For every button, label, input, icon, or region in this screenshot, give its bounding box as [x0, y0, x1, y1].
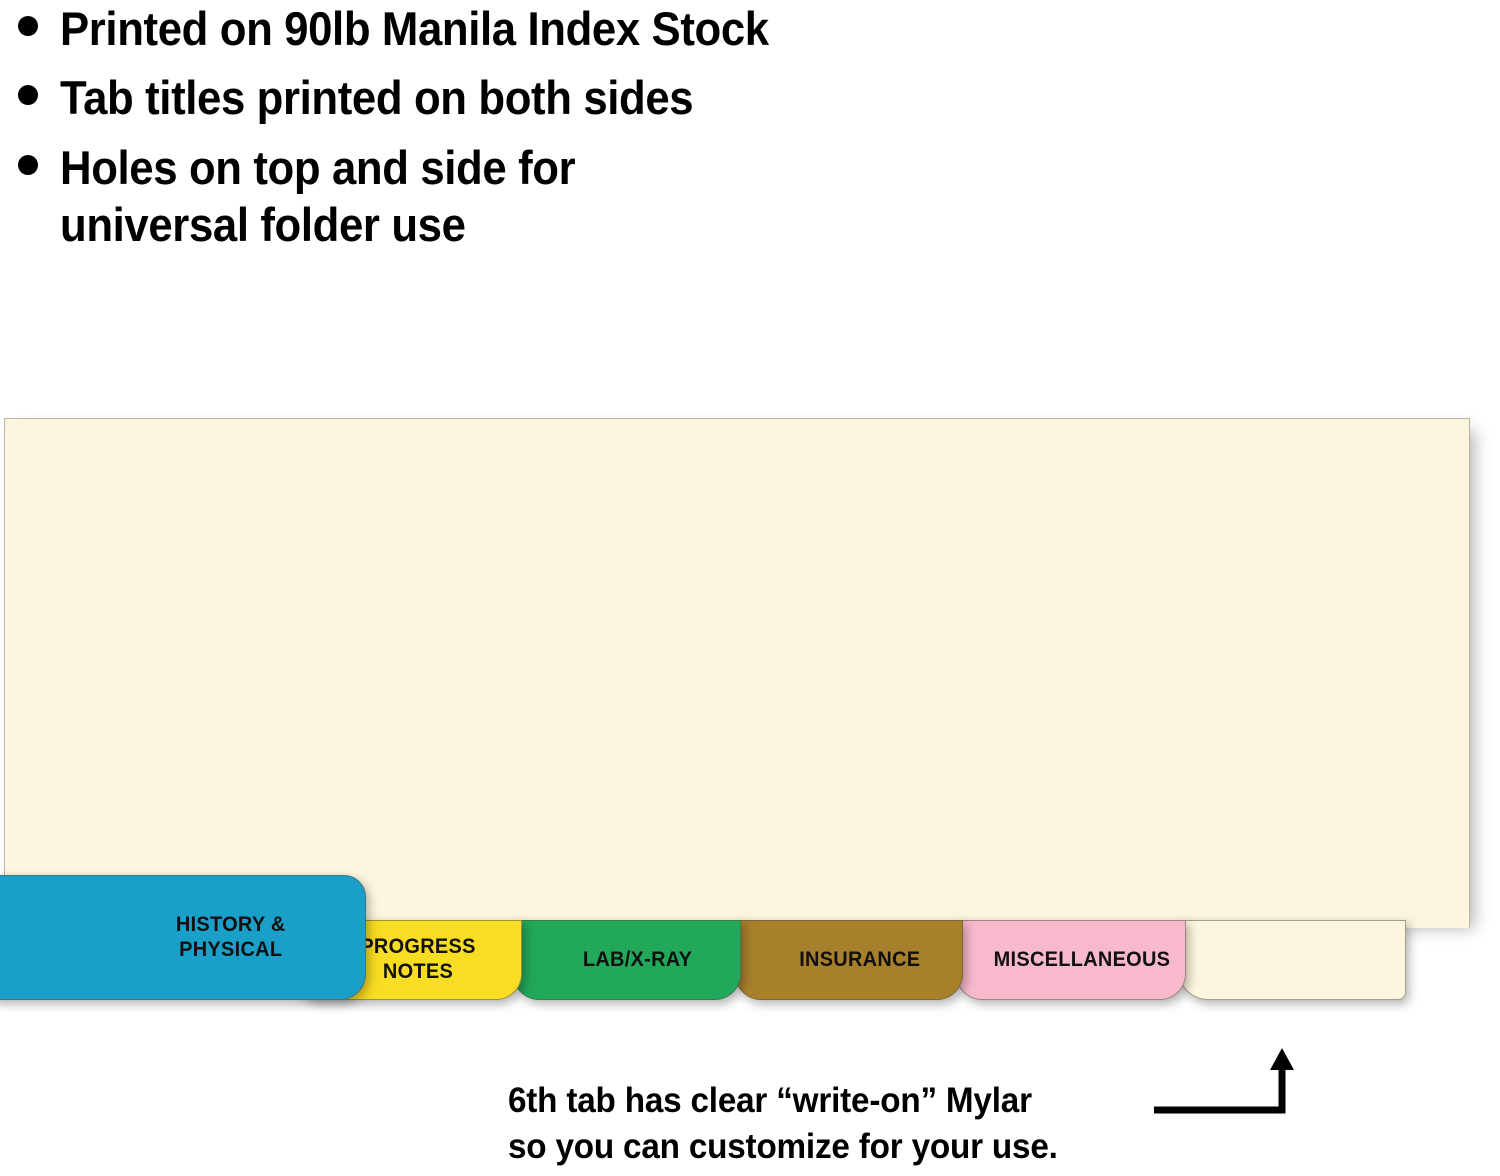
feature-text: Holes on top and side for universal fold… [60, 140, 576, 251]
tab-row: HISTORY & PHYSICAL PROGRESS NOTES LAB/X-… [0, 418, 1500, 1028]
tab-label: MISCELLANEOUS [993, 947, 1171, 971]
tab-insurance[interactable]: INSURANCE [735, 920, 963, 1000]
feature-text: Printed on 90lb Manila Index Stock [60, 2, 769, 55]
callout-arrow-icon [1154, 1048, 1294, 1114]
tab-label: LAB/X-RAY [583, 947, 693, 971]
bullet-dot-icon [18, 154, 38, 175]
index-divider-sheet [4, 418, 1470, 928]
feature-text: Tab titles printed on both sides [60, 71, 694, 125]
divider-set-illustration: HISTORY & PHYSICAL PROGRESS NOTES LAB/X-… [0, 418, 1500, 1028]
list-item: Tab titles printed on both sides [0, 69, 1000, 126]
tab-label: HISTORY & PHYSICAL [176, 912, 286, 961]
list-item: Printed on 90lb Manila Index Stock [0, 0, 1000, 57]
bullet-dot-icon [18, 85, 38, 106]
tab-history-physical[interactable]: HISTORY & PHYSICAL [0, 875, 366, 1000]
bullet-dot-icon [18, 16, 38, 36]
list-item: Holes on top and side for universal fold… [0, 139, 1000, 254]
tab-label: INSURANCE [799, 947, 921, 971]
tab-label: PROGRESS NOTES [360, 935, 476, 983]
feature-bullet-list: Printed on 90lb Manila Index Stock Tab t… [0, 0, 1000, 265]
tab-miscellaneous[interactable]: MISCELLANEOUS [956, 920, 1186, 1000]
tab-blank-mylar[interactable] [1178, 920, 1406, 1000]
mylar-callout-text: 6th tab has clear “write-on” Mylar so yo… [508, 1081, 1058, 1166]
tab-lab-xray[interactable]: LAB/X-RAY [513, 920, 741, 1000]
